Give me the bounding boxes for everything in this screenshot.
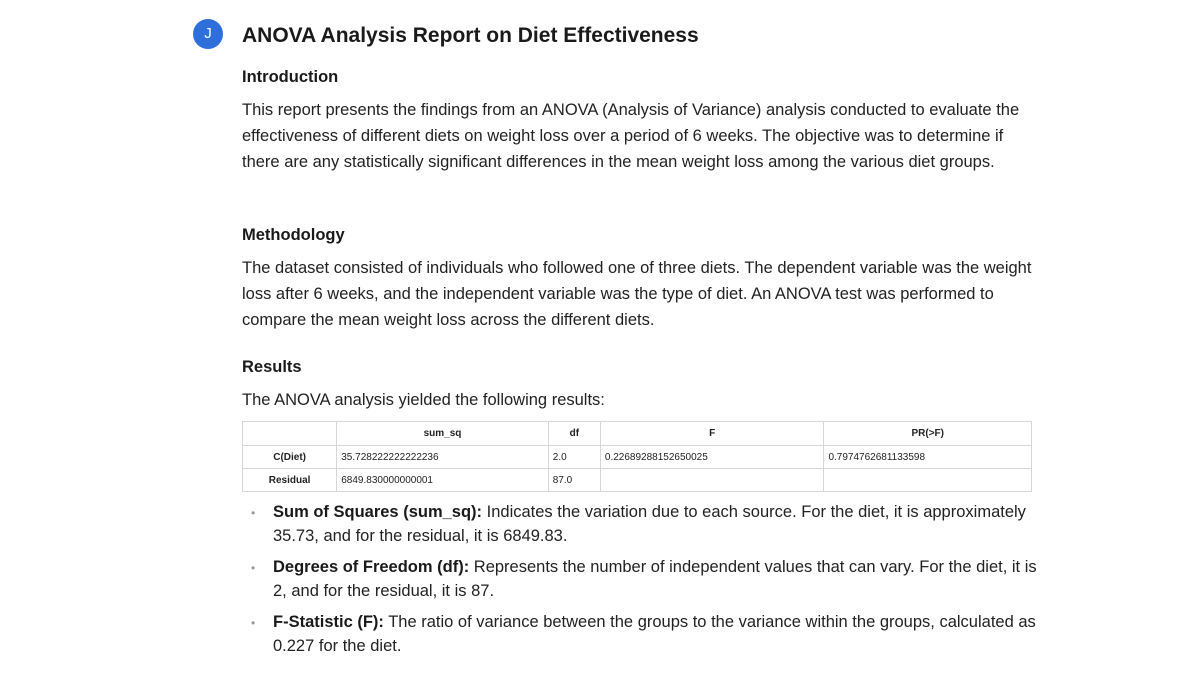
bullet-text: The ratio of variance between the groups… <box>273 613 1036 655</box>
cell-sum-sq: 6849.830000000001 <box>336 468 549 492</box>
report-title: ANOVA Analysis Report on Diet Effectiven… <box>242 24 699 47</box>
results-intro: The ANOVA analysis yielded the following… <box>242 391 605 409</box>
table-header-pr: PR(>F) <box>823 421 1032 446</box>
row-label: Residual <box>241 468 338 492</box>
table-row: C(Diet) 35.728222222222236 2.0 0.2268928… <box>241 445 1032 469</box>
cell-f <box>599 468 825 492</box>
cell-df: 87.0 <box>547 468 601 492</box>
anova-table: sum_sq df F PR(>F) C(Diet) 35.7282222222… <box>241 421 1032 492</box>
table-header-index <box>241 421 338 446</box>
list-item: • F-Statistic (F): The ratio of variance… <box>242 610 1042 658</box>
results-heading: Results <box>242 358 302 376</box>
results-bullet-list: • Sum of Squares (sum_sq): Indicates the… <box>242 500 1042 665</box>
methodology-text: The dataset consisted of individuals who… <box>242 259 1032 329</box>
cell-pr: 0.7974762681133598 <box>823 445 1032 469</box>
table-header-row: sum_sq df F PR(>F) <box>241 421 1032 446</box>
table-row: Residual 6849.830000000001 87.0 <box>241 468 1032 492</box>
bullet-term: Degrees of Freedom (df): <box>273 558 470 576</box>
user-avatar: J <box>193 19 223 49</box>
bullet-text: Indicates the variation due to each sour… <box>273 503 1026 545</box>
bullet-term: Sum of Squares (sum_sq): <box>273 503 483 521</box>
row-label: C(Diet) <box>241 445 338 469</box>
bullet-icon: • <box>251 616 256 630</box>
bullet-term: F-Statistic (F): <box>273 613 384 631</box>
cell-pr <box>823 468 1032 492</box>
introduction-text: This report presents the findings from a… <box>242 101 1020 171</box>
table-header-sum-sq: sum_sq <box>336 421 549 446</box>
bullet-icon: • <box>251 506 256 520</box>
cell-sum-sq: 35.728222222222236 <box>336 445 549 469</box>
list-item: • Sum of Squares (sum_sq): Indicates the… <box>242 500 1042 548</box>
cell-f: 0.22689288152650025 <box>599 445 825 469</box>
table-header-df: df <box>547 421 601 446</box>
introduction-heading: Introduction <box>242 68 339 86</box>
methodology-heading: Methodology <box>242 226 345 244</box>
cell-df: 2.0 <box>547 445 601 469</box>
list-item: • Degrees of Freedom (df): Represents th… <box>242 555 1042 603</box>
table-header-f: F <box>599 421 825 446</box>
bullet-icon: • <box>251 561 256 575</box>
bullet-text: Represents the number of independent val… <box>273 558 1037 600</box>
